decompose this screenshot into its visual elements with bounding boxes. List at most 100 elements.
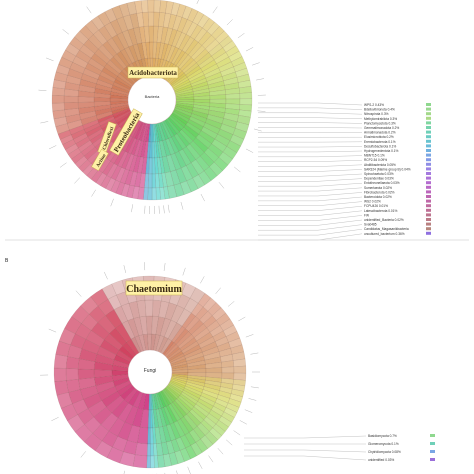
legend-a-leader-line xyxy=(258,146,363,148)
sunburst-a-outer-tick xyxy=(158,205,160,214)
sunburst-a-outer-tick xyxy=(200,193,205,202)
sunburst-a-outer-tick xyxy=(40,121,49,124)
sunburst-a-outer-tick xyxy=(245,47,254,52)
legend-a-legend-label: SAR324 (Marine group B) 0.04% xyxy=(364,167,411,171)
legend-a-legend-label: Bacteroidota 0.02% xyxy=(364,195,392,199)
legend-b-leader-line xyxy=(244,435,367,439)
legend-a-leader-line xyxy=(258,112,363,115)
sunburst-a-outer-tick xyxy=(252,62,260,66)
legend-a-legend-label: RCP2-54 0.09% xyxy=(364,158,387,162)
legend-a-leader-line xyxy=(258,187,363,192)
legend-a-leader-line xyxy=(258,107,363,110)
legend-a-legend-label: Eremiobacterota 0.1% xyxy=(364,140,396,144)
legend-a-legend-swatch xyxy=(426,112,431,116)
sunburst-b-sector xyxy=(205,367,223,374)
sunburst-a-outer-tick xyxy=(256,78,264,81)
legend-b-legend-swatch xyxy=(430,450,435,453)
sunburst-b-outer-tick xyxy=(238,316,246,322)
legend-a-legend-label: Latescibacterota 0.01% xyxy=(364,209,397,213)
legend-a-legend-label: Nitrospirota 0.3% xyxy=(364,112,389,116)
legend-a-legend-label: Entotheonellaeota 0.03% xyxy=(364,181,400,185)
label-box-chaetomium xyxy=(125,280,183,296)
sunburst-a-sector xyxy=(149,41,154,59)
legend-a-legend-swatch xyxy=(426,153,431,157)
legend-b-leader-line xyxy=(244,455,367,461)
legend-b-legend-swatch xyxy=(430,442,435,445)
sunburst-b-outer-tick xyxy=(163,263,166,271)
legend-b-legend-swatch xyxy=(430,458,435,461)
legend-b-legend-label: unidentified 0.03% xyxy=(368,458,394,462)
sunburst-b-outer-tick xyxy=(248,398,257,401)
sunburst-a-sector xyxy=(147,187,153,201)
legend-a-leader-line xyxy=(258,219,363,226)
sunburst-b-sector xyxy=(233,372,247,381)
sunburst-a-outer-tick xyxy=(237,33,245,39)
label-box-acidobacteriota xyxy=(127,66,179,79)
sunburst-b-sector xyxy=(132,454,148,469)
legend-a-legend-label: Sumerlaeota 0.02% xyxy=(364,186,392,190)
legend-a-legend-swatch xyxy=(426,176,431,180)
sunburst-b-outer-tick xyxy=(176,470,178,474)
sunburst-b-sector xyxy=(146,443,151,457)
legend-a-leader-line xyxy=(258,196,363,202)
legend-a-legend-label: Sva0485 xyxy=(364,223,377,227)
legend-a-legend-swatch xyxy=(426,204,431,208)
sunburst-a-outer-tick xyxy=(144,205,146,214)
sunburst-b-sector xyxy=(145,315,153,335)
legend-a-leader-line xyxy=(258,201,363,206)
sunburst-a-sector xyxy=(225,93,241,100)
sunburst-a-outer-tick xyxy=(62,29,69,35)
panel-a-legend: WPS-2 0.43%Bdellovibrionota 0.4%Nitrospi… xyxy=(258,102,431,241)
legend-a-legend-swatch xyxy=(426,135,431,139)
sunburst-a-outer-tick xyxy=(74,177,80,184)
sunburst-a-outer-tick xyxy=(86,6,92,14)
sunburst-b-sector xyxy=(144,299,154,317)
legend-a-leader-line xyxy=(258,169,363,172)
legend-a-leader-line xyxy=(258,164,363,167)
legend-a-legend-swatch xyxy=(426,213,431,217)
legend-a-leader-line xyxy=(258,229,363,236)
legend-a-legend-label: Planctomycetota 0.3% xyxy=(364,121,396,125)
legend-a-legend-swatch xyxy=(426,231,431,235)
sunburst-a-outer-tick xyxy=(218,182,225,189)
legend-a-leader-line xyxy=(258,122,363,124)
sunburst-a-outer-tick xyxy=(163,205,165,214)
sunburst-a-sector xyxy=(51,102,65,112)
legend-a-legend-label: WS2 0.02% xyxy=(364,200,381,204)
legend-a-legend-label: Desulfobacterota 0.1% xyxy=(364,144,396,148)
legend-a-legend-swatch xyxy=(426,149,431,152)
sunburst-a-outer-tick xyxy=(226,19,233,26)
legend-b-legend-label: Glomeromycota 0.1% xyxy=(368,442,399,446)
legend-a-leader-line xyxy=(258,183,363,187)
legend-a-leader-line xyxy=(258,178,363,182)
sunburst-a-outer-tick xyxy=(245,148,254,153)
legend-a-legend-swatch xyxy=(426,195,431,198)
legend-b-legend-swatch xyxy=(430,434,435,437)
legend-a-legend-label: Spirochaetota 0.03% xyxy=(364,172,394,176)
legend-a-leader-line xyxy=(258,102,363,106)
sunburst-b-sector xyxy=(150,443,155,457)
sunburst-a-outer-tick xyxy=(253,128,262,132)
legend-b-legend-label: Basidiomycota 0.7% xyxy=(368,434,397,438)
sunburst-a-sector xyxy=(151,187,157,201)
sunburst-a-sector xyxy=(51,95,65,104)
legend-a-leader-line xyxy=(258,233,363,241)
legend-a-leader-line xyxy=(258,150,363,153)
sunburst-b-outer-tick xyxy=(187,466,191,474)
legend-a-leader-line xyxy=(258,215,363,221)
sunburst-b-outer-tick xyxy=(75,290,82,297)
sunburst-b-outer-tick xyxy=(226,439,233,446)
legend-a-legend-label: Methylomirabilota 0.3% xyxy=(364,117,397,121)
sunburst-b-sector xyxy=(115,323,132,343)
sunburst-a-sector xyxy=(97,114,114,124)
sunburst-b-outer-tick xyxy=(80,451,86,458)
sunburst-a-outer-tick xyxy=(59,162,67,168)
sunburst-a-sector xyxy=(153,0,161,13)
sunburst-b-sector xyxy=(150,455,155,469)
label-actino: Actino xyxy=(96,153,108,168)
sunburst-a-outer-tick xyxy=(257,110,266,112)
sunburst-b-outer-tick xyxy=(244,409,253,413)
legend-a-legend-label: Bdellovibrionota 0.4% xyxy=(364,108,395,112)
legend-a-leader-line xyxy=(258,173,363,177)
